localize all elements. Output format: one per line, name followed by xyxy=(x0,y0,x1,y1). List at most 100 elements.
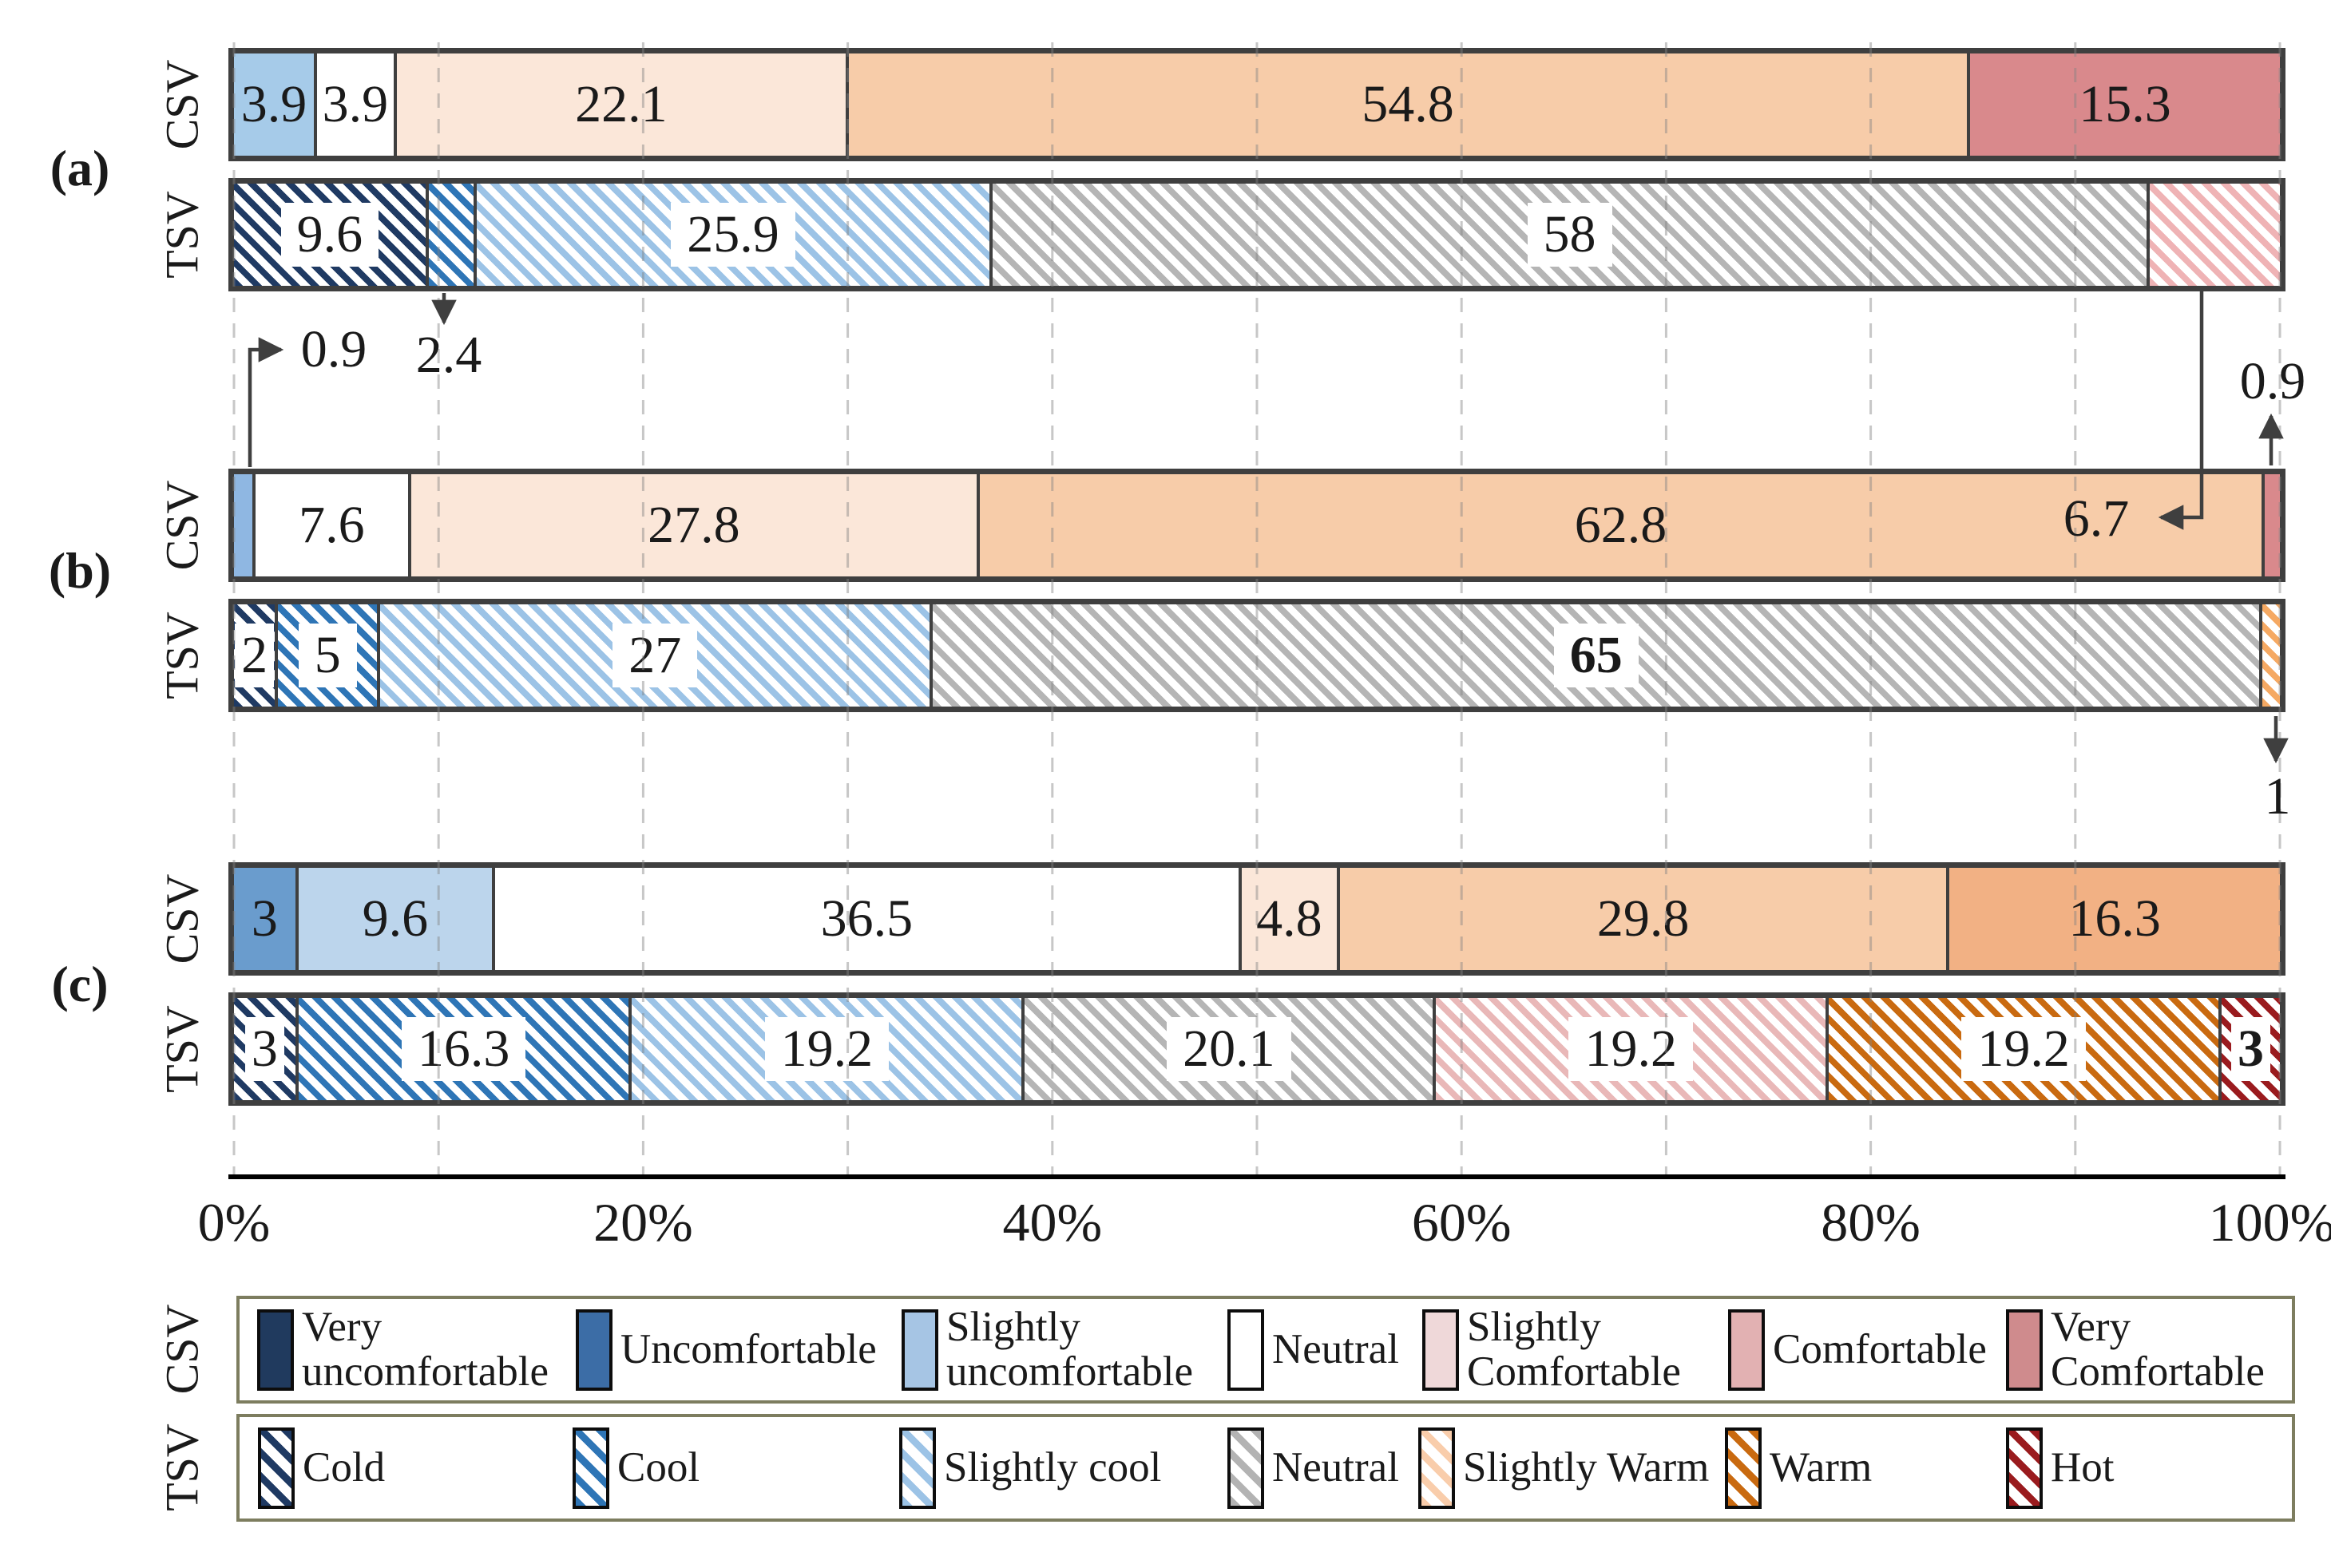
bar-segment: 19.2 xyxy=(1826,998,2219,1100)
legend-item-label: Slightly Comfortable xyxy=(1467,1305,1681,1393)
legend-item-label: Comfortable xyxy=(1773,1325,1987,1372)
panel-c-csv-bar: 3 9.6 36.5 4.8 29.8 16.3 xyxy=(228,862,2285,976)
bar-segment-label: 20.1 xyxy=(1167,1017,1291,1081)
bar-segment-label: 36.5 xyxy=(820,889,914,948)
legend-label-line: Comfortable xyxy=(1773,1325,1987,1372)
bar-segment: 9.6 xyxy=(234,184,426,286)
legend-item-label: Neutral xyxy=(1272,1325,1399,1372)
bar-segment-label: 19.2 xyxy=(1568,1017,1693,1081)
legend-item: Cold xyxy=(258,1414,385,1522)
legend-item: Slightly Comfortable xyxy=(1422,1296,1681,1404)
legend-swatch xyxy=(576,1309,612,1391)
bar-segment: 25.9 xyxy=(473,184,990,286)
legend-item-label: Uncomfortable xyxy=(620,1327,877,1372)
panel-a-tsv-bar: 9.6 25.9 58 xyxy=(228,178,2285,291)
legend-label-line: Very xyxy=(302,1304,383,1351)
legend-swatch xyxy=(1422,1309,1459,1391)
legend-item: Slightly cool xyxy=(899,1414,1161,1522)
bar-segment-label: 7.6 xyxy=(299,496,365,554)
legend-label-line: Hot xyxy=(2051,1443,2115,1491)
legend-row-label-tsv: TSV xyxy=(156,1423,208,1511)
bar-segment xyxy=(2261,474,2280,576)
legend-item-label: Very Comfortable xyxy=(2051,1305,2265,1393)
bar-segment: 3.9 xyxy=(234,53,314,156)
annotation-label: 2.4 xyxy=(415,326,482,384)
panel-letter-c: (c) xyxy=(51,956,109,1012)
bar-segment-label: 2 xyxy=(235,624,275,687)
bar-segment-label: 16.3 xyxy=(401,1017,526,1081)
legend-label-line: Comfortable xyxy=(1467,1348,1681,1395)
legend-item: Neutral xyxy=(1227,1296,1399,1404)
bar-segment: 3 xyxy=(2218,998,2280,1100)
legend-item: Neutral xyxy=(1227,1414,1399,1522)
bar-segment: 3 xyxy=(234,868,295,970)
legend-item-label: Very uncomfortable xyxy=(302,1305,549,1393)
bar-segment-label: 3.9 xyxy=(240,75,307,133)
legend-item-label: Slightly cool xyxy=(944,1445,1161,1490)
bar-segment: 65 xyxy=(930,604,2260,707)
bar-segment-label: 62.8 xyxy=(1574,496,1667,554)
legend-swatch xyxy=(1725,1427,1762,1509)
bar-segment-label: 16.3 xyxy=(2068,889,2161,948)
row-label-tsv: TSV xyxy=(156,1005,208,1093)
legend-swatch xyxy=(2006,1309,2043,1391)
bar-segment: 20.1 xyxy=(1021,998,1433,1100)
legend-label-line: Warm xyxy=(1770,1443,1873,1491)
legend-label-line: Cool xyxy=(617,1443,700,1491)
bar-segment: 27.8 xyxy=(407,474,977,576)
x-axis-tick-label: 40% xyxy=(1002,1192,1103,1253)
bar-segment-label: 29.8 xyxy=(1596,889,1690,948)
bar-segment xyxy=(2146,184,2280,286)
bar-segment: 19.2 xyxy=(628,998,1022,1100)
bar-segment-label: 3 xyxy=(244,1017,284,1081)
legend-swatch xyxy=(1728,1309,1765,1391)
bar-segment-label: 65 xyxy=(1553,624,1639,687)
panel-b-tsv-bar: 2 5 27 65 xyxy=(228,599,2285,712)
row-label-tsv: TSV xyxy=(156,191,208,279)
bar-segment: 22.1 xyxy=(393,53,846,156)
bar-segment: 3 xyxy=(234,998,295,1100)
bar-segment: 5 xyxy=(275,604,378,707)
legend-item-label: Cool xyxy=(617,1443,700,1491)
bar-segment: 16.3 xyxy=(295,998,629,1100)
bar-segment: 54.8 xyxy=(846,53,1967,156)
bar-segment-label: 15.3 xyxy=(2079,75,2171,133)
legend-row-label-csv: CSV xyxy=(156,1304,208,1395)
bar-segment: 16.3 xyxy=(1946,868,2280,970)
row-label-csv: CSV xyxy=(156,59,208,150)
x-axis-tick-label: 0% xyxy=(197,1192,271,1253)
panel-letter-a: (a) xyxy=(50,140,110,196)
bar-segment-label: 3.9 xyxy=(322,75,389,133)
bar-segment: 7.6 xyxy=(252,474,408,576)
annotation-label: 6.7 xyxy=(2063,489,2130,548)
legend-label-line: Slightly Warm xyxy=(1463,1443,1710,1491)
x-axis-tick-label: 80% xyxy=(1821,1192,1921,1253)
legend-item-label: Warm xyxy=(1770,1443,1873,1491)
bar-segment xyxy=(234,474,253,576)
bar-segment: 27 xyxy=(377,604,930,707)
x-axis-line xyxy=(228,1174,2285,1179)
legend-item: Slightly uncomfortable xyxy=(902,1296,1193,1404)
legend-item-label: Cold xyxy=(303,1445,385,1490)
legend-swatch xyxy=(1418,1427,1455,1509)
legend-label-line: Slightly xyxy=(946,1304,1080,1351)
legend-item-label: Neutral xyxy=(1272,1445,1399,1490)
bar-segment-label: 3 xyxy=(251,889,278,948)
bar-segment-label: 3 xyxy=(2231,1017,2270,1081)
legend-label-line: Neutral xyxy=(1272,1325,1399,1372)
annotation-arrow xyxy=(248,337,284,467)
bar-segment-label: 58 xyxy=(1527,203,1612,267)
bar-segment: 4.8 xyxy=(1238,868,1337,970)
bar-segment-label: 19.2 xyxy=(764,1017,890,1081)
legend-swatch xyxy=(573,1427,609,1509)
bar-segment: 15.3 xyxy=(1966,53,2280,156)
panel-letter-b: (b) xyxy=(48,542,112,599)
legend-item: Uncomfortable xyxy=(576,1296,877,1404)
bar-segment: 2 xyxy=(234,604,276,707)
panel-b-csv-bar: 7.6 27.8 62.8 xyxy=(228,469,2285,582)
bar-segment: 29.8 xyxy=(1336,868,1947,970)
legend-item-label: Slightly uncomfortable xyxy=(946,1305,1193,1393)
bar-segment-label: 5 xyxy=(298,624,357,687)
bar-segment: 58 xyxy=(989,184,2147,286)
